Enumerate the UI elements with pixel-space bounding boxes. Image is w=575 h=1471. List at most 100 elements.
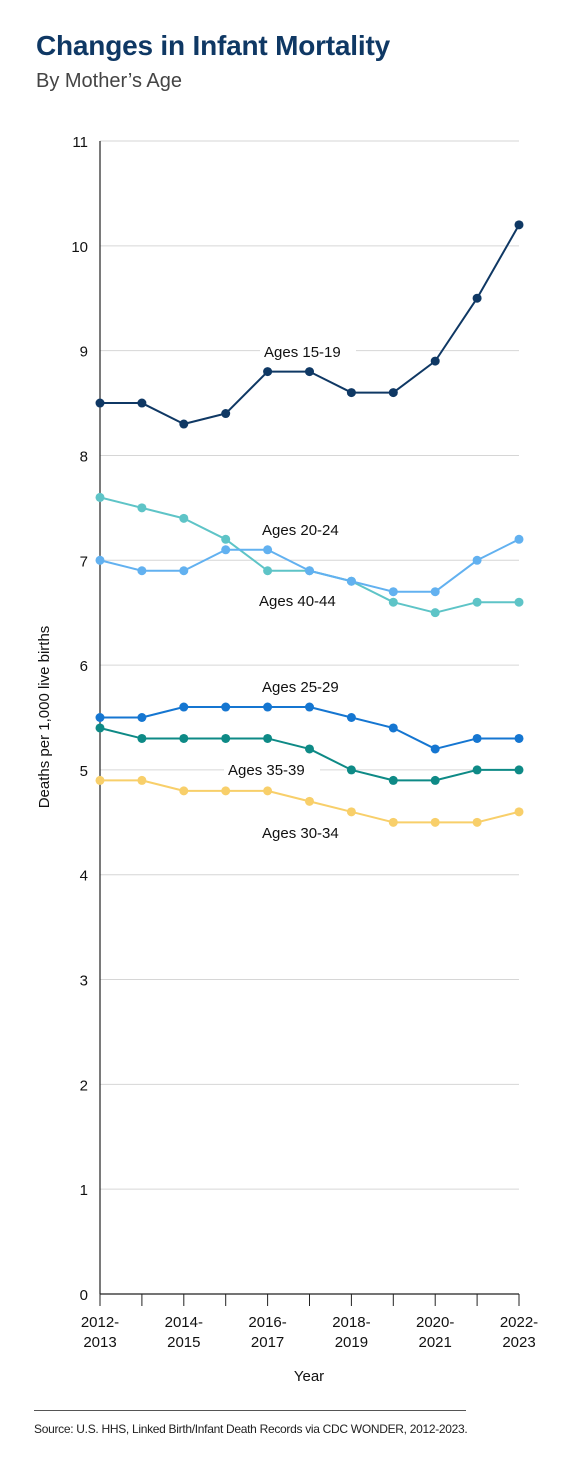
series-annotations: Ages 15-19 Ages 20-24 Ages 40-44 Ages 25-29… <box>224 340 356 843</box>
data-point <box>263 702 273 712</box>
x-tick-label-line: 2015 <box>167 1334 200 1351</box>
data-point <box>305 367 314 377</box>
x-tick-label: 2020- 2021 <box>416 1314 454 1351</box>
data-point <box>179 733 189 743</box>
data-point <box>221 786 231 796</box>
data-point <box>472 733 482 743</box>
data-point <box>95 492 105 502</box>
annotation-background <box>255 589 351 611</box>
annotation-background <box>258 821 354 843</box>
annotation-background <box>258 518 354 540</box>
series-lines <box>95 220 524 827</box>
series-line <box>99 538 520 593</box>
x-tick-label-line: 2018- <box>332 1314 370 1331</box>
data-point <box>221 702 231 712</box>
chart-title: Changes in Infant Mortality <box>36 30 390 61</box>
data-point <box>263 367 273 377</box>
y-tick-label: 8 <box>80 448 88 465</box>
series-ages-40-44 <box>95 534 524 597</box>
series-line <box>100 706 519 750</box>
y-tick-label: 2 <box>80 1077 88 1094</box>
data-point <box>137 503 147 513</box>
x-tick-label-line: 2013 <box>83 1334 116 1351</box>
data-point <box>472 597 482 607</box>
y-tick-label: 3 <box>80 973 88 990</box>
data-point <box>221 545 231 555</box>
y-tick-label: 4 <box>80 868 88 885</box>
series-ages-25-29 <box>95 702 524 754</box>
data-point <box>95 775 105 785</box>
data-point <box>95 555 105 565</box>
data-point <box>179 513 189 523</box>
data-point <box>137 733 147 743</box>
x-tick-label-line: 2022- <box>500 1314 538 1331</box>
data-point <box>95 713 105 722</box>
annotation-background <box>260 340 356 362</box>
data-point <box>430 744 440 754</box>
data-point <box>388 587 398 597</box>
series-annotation: Ages 20-24 <box>262 522 339 539</box>
data-point <box>305 702 314 712</box>
gridlines <box>100 140 519 1190</box>
x-tick-label: 2018- 2019 <box>332 1314 370 1351</box>
data-point <box>179 566 189 576</box>
data-point <box>514 733 524 743</box>
source-note: Source: U.S. HHS, Linked Birth/Infant De… <box>34 1422 468 1436</box>
data-point <box>388 388 398 398</box>
x-tick-label-line: 2014- <box>165 1314 203 1331</box>
y-tick-label: 6 <box>80 658 88 675</box>
series-annotation: Ages 25-29 <box>262 679 339 696</box>
data-point <box>514 534 524 544</box>
y-tick-label: 5 <box>80 763 88 780</box>
y-tick-label: 0 <box>80 1287 88 1304</box>
data-point <box>137 775 147 785</box>
annotation-background <box>258 675 354 697</box>
series-annotation: Ages 40-44 <box>259 593 336 610</box>
x-tick-label: 2016- 2017 <box>248 1314 286 1351</box>
data-point <box>472 817 482 827</box>
data-point <box>388 817 398 827</box>
x-tick-label-line: 2023 <box>502 1334 535 1351</box>
x-tick-label: 2012- 2013 <box>81 1314 119 1351</box>
y-tick-label: 1 <box>80 1182 88 1199</box>
data-point <box>472 293 482 303</box>
series-line <box>100 224 520 426</box>
data-point <box>179 419 189 429</box>
footer-divider <box>34 1410 466 1411</box>
chart-subtitle: By Mother’s Age <box>36 70 183 92</box>
data-point <box>346 807 356 817</box>
data-point <box>346 576 356 586</box>
data-point <box>388 597 398 607</box>
x-tick-label: 2014- 2015 <box>165 1314 203 1351</box>
series-ages-35-39 <box>95 723 524 785</box>
data-point <box>430 356 440 366</box>
data-point <box>263 545 273 555</box>
y-tick-label: 10 <box>71 239 88 256</box>
data-point <box>388 723 398 733</box>
data-point <box>472 765 482 775</box>
data-point <box>430 817 440 827</box>
data-point <box>263 733 273 743</box>
x-tick-label-line: 2021 <box>419 1334 452 1351</box>
data-point <box>221 733 231 743</box>
data-point <box>514 765 524 775</box>
data-point <box>305 744 314 754</box>
data-point <box>221 534 231 544</box>
data-point <box>95 398 105 408</box>
data-point <box>179 786 189 796</box>
x-tick-label-line: 2016- <box>248 1314 286 1331</box>
data-point <box>137 398 147 408</box>
data-point <box>179 702 189 712</box>
x-tick-label-line: 2020- <box>416 1314 454 1331</box>
series-ages-15-19 <box>95 220 524 429</box>
y-tick-label: 11 <box>72 134 88 151</box>
data-point <box>305 566 314 576</box>
line-chart: 012345678910112012-20132014-20152016-201… <box>36 134 538 1385</box>
y-tick-label: 9 <box>80 344 88 361</box>
data-point <box>221 409 231 419</box>
x-tick-label-line: 2019 <box>335 1334 368 1351</box>
data-point <box>430 608 440 618</box>
x-tick-label: 2022- 2023 <box>500 1314 538 1351</box>
x-tick-label-line: 2017 <box>251 1334 284 1351</box>
data-point <box>472 555 482 565</box>
